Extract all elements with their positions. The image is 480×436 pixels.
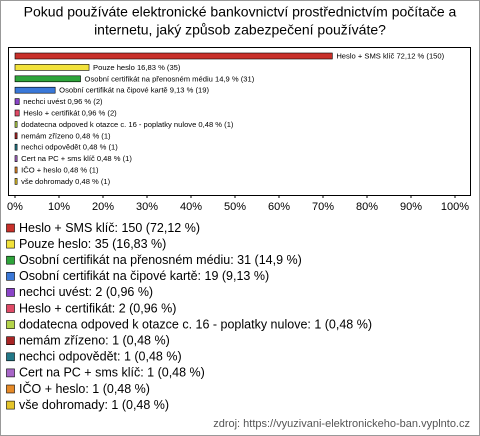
bar (14, 166, 18, 174)
x-tick-label: 0% (7, 201, 23, 213)
legend-label: dodatecna odpoved k otazce c. 16 - popla… (19, 317, 372, 331)
bar (14, 178, 18, 185)
bar-label: Pouze heslo 16,83 % (35) (93, 63, 181, 72)
legend-label: Osobní certifikát na přenosném médiu: 31… (19, 253, 302, 267)
legend-swatch (6, 384, 15, 394)
bar-label: Heslo + certifikát 0,96 % (2) (23, 109, 117, 118)
legend-swatch (6, 255, 15, 265)
bar-label: vše dohromady 0,48 % (1) (21, 177, 111, 186)
legend-label: Pouze heslo: 35 (16,83 %) (19, 237, 166, 251)
chart-title: Pokud používáte elektronické bankovnictv… (24, 4, 457, 20)
bar-label: nechci uvést 0,96 % (2) (23, 97, 103, 106)
x-tick-label: 60% (268, 201, 290, 213)
source: zdroj: https://vyuzivani-elektronickeho-… (213, 418, 470, 430)
x-tick-label: 10% (48, 201, 70, 213)
bar-label: Heslo + SMS klíč 72,12 % (150) (336, 52, 444, 61)
x-tick-label: 20% (92, 201, 114, 213)
legend-label: nechci uvést: 2 (0,96 %) (19, 285, 153, 299)
legend-swatch (6, 320, 15, 329)
bar-label: dodatecna odpoved k otazce c. 16 - popla… (21, 120, 234, 129)
legend-label: Osobní certifikát na čipové kartě: 19 (9… (19, 269, 269, 283)
bar (14, 52, 333, 60)
bar-label: nemám zřízeno 0,48 % (1) (21, 131, 111, 140)
legend-swatch (6, 368, 15, 378)
legend-label: vše dohromady: 1 (0,48 %) (19, 398, 169, 412)
bar-label: nechci odpovědět 0,48 % (1) (21, 143, 118, 152)
x-tick-label: 50% (224, 201, 246, 213)
legend-swatch (6, 400, 15, 410)
legend-swatch (6, 304, 15, 313)
legend-label: nemám zřízeno: 1 (0,48 %) (19, 333, 170, 347)
x-tick-label: 40% (180, 201, 202, 213)
x-tick-label: 80% (356, 201, 378, 213)
legend-swatch (6, 239, 15, 249)
legend-swatch (6, 336, 15, 346)
legend-swatch (6, 288, 15, 297)
bar (14, 155, 18, 162)
legend-swatch (6, 352, 15, 362)
legend-swatch (6, 223, 15, 233)
bar (14, 75, 81, 83)
bar (14, 132, 18, 140)
bar-label: Cert na PC + sms klíč 0,48 % (1) (21, 154, 132, 163)
x-tick-label: 70% (312, 201, 334, 213)
chart-title: internetu, jaký způsob zabezpečení použí… (94, 22, 386, 38)
x-tick-label: 100% (441, 201, 469, 213)
bar (14, 98, 20, 105)
legend-label: Cert na PC + sms klíč: 1 (0,48 %) (19, 366, 205, 380)
bar (14, 143, 18, 151)
bar (14, 64, 90, 71)
bar-label: Osobní certifikát na přenosném médiu 14,… (85, 74, 255, 83)
x-tick-label: 30% (136, 201, 158, 213)
bar (14, 109, 20, 117)
x-tick-label: 90% (400, 201, 422, 213)
legend-label: nechci odpovědět: 1 (0,48 %) (19, 350, 182, 364)
plot-area (8, 47, 471, 196)
legend-label: Heslo + certifikát: 2 (0,96 %) (19, 301, 176, 315)
legend-label: Heslo + SMS klíč: 150 (72,12 %) (19, 221, 200, 235)
bar-label: Osobní certifikát na čipové kartě 9,13 %… (59, 86, 209, 95)
bar (14, 121, 18, 128)
legend-label: IČO + heslo: 1 (0,48 %) (19, 381, 150, 396)
legend-swatch (6, 271, 15, 281)
bar (14, 86, 56, 94)
bar-label: IČO + heslo 0,48 % (1) (21, 166, 99, 175)
